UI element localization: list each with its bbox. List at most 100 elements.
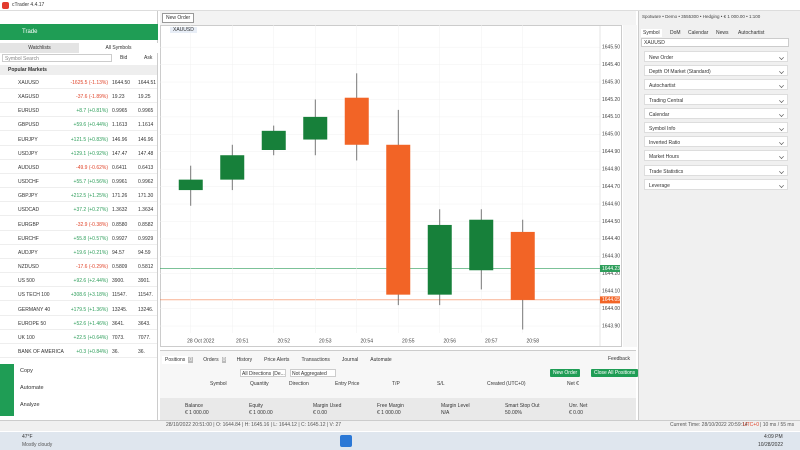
symbol-select[interactable]: XAUUSD [641, 38, 789, 47]
price-axis-label: 1645.00 [602, 132, 620, 138]
watchlist-row[interactable] [0, 118, 157, 132]
feedback-link[interactable]: Feedback [608, 356, 630, 362]
watchlist-row[interactable] [0, 203, 157, 217]
daily-change: +55.8 (+0.57%) [73, 235, 108, 242]
trade-title: Trade [22, 29, 38, 35]
watchlist-row[interactable] [0, 317, 157, 330]
bid-price: 13245. [112, 306, 128, 313]
watchlist-row[interactable] [0, 76, 157, 89]
panel-tab[interactable]: Orders [200, 356, 222, 364]
bid-price: 0.9965 [112, 108, 128, 115]
price-axis-label: 1645.30 [602, 79, 620, 85]
watchlist-row[interactable] [0, 345, 157, 359]
collapsible-section[interactable]: Market Hours [644, 150, 788, 162]
watchlist-tab[interactable]: All Symbols [79, 43, 158, 53]
watchlist-row[interactable] [0, 133, 157, 146]
price-tag-label: 1644.23 [602, 266, 620, 272]
tab-count: 0 [221, 357, 227, 363]
collapsible-section[interactable]: Calendar [644, 107, 788, 119]
title-bar [0, 0, 800, 11]
ohlc-readout: 28/10/2022 20:51:00 | O: 1644.84 | H: 16… [166, 422, 342, 428]
candle-body [386, 144, 411, 295]
panel-tab[interactable]: News [714, 29, 731, 37]
symbol-panel [638, 11, 800, 421]
panel-tab[interactable]: Positions [162, 356, 189, 364]
candle-body [178, 179, 203, 191]
chevron [779, 168, 784, 174]
watchlist-row[interactable] [0, 175, 157, 189]
ask-price: 0.6413 [138, 164, 154, 171]
watchlist-row[interactable] [0, 90, 157, 104]
chevron [779, 182, 784, 188]
menu-icons [0, 364, 14, 416]
symbol-name: EURGBP [18, 221, 40, 228]
collapsible-section[interactable]: New Order [644, 51, 788, 62]
close-all-button[interactable]: Close All Positions [591, 369, 639, 377]
collapsible-section[interactable]: Trading Central [644, 93, 788, 105]
filter-select[interactable]: All Directions (De... [240, 369, 286, 377]
collapsible-section[interactable]: Inverted Ratio [644, 136, 788, 148]
chevron [779, 83, 784, 89]
bid-price: 146.96 [112, 136, 128, 143]
daily-change: +92.6 (+2.44%) [73, 278, 108, 285]
nav-item[interactable]: Copy [20, 368, 33, 374]
watchlist-row[interactable] [0, 104, 157, 118]
ask-price: 3643. [138, 320, 151, 327]
symbol-name: GBPJPY [18, 193, 38, 200]
new-order-button[interactable]: New Order [550, 369, 581, 377]
panel-tab[interactable]: History [233, 356, 256, 364]
nav-item[interactable]: Analyze [20, 402, 40, 408]
watchlist-row[interactable] [0, 260, 157, 274]
ask-price: 0.9929 [138, 235, 154, 242]
watchlist-row[interactable] [0, 288, 157, 302]
collapsible-section[interactable]: Autochartist [644, 79, 788, 91]
bid-price: 1644.50 [112, 80, 131, 86]
panel-tab[interactable]: DoM [668, 29, 683, 37]
watchlist-row[interactable] [0, 331, 157, 344]
watchlist-row[interactable] [0, 147, 157, 160]
symbol-name: EUROPE 50 [18, 320, 47, 327]
new-order-button[interactable]: New Order [162, 13, 195, 23]
watchlist-tab[interactable]: Watchlists [0, 43, 79, 53]
watchlist-row[interactable] [0, 274, 157, 288]
panel-tab[interactable]: Journal [338, 356, 362, 364]
watchlist-row[interactable] [0, 161, 157, 174]
time-axis-label: 28 Oct 2022 [187, 338, 214, 344]
ask-price: 13246. [138, 306, 154, 313]
bid-price: 19.23 [112, 94, 125, 101]
panel-tab[interactable]: Symbol [641, 29, 662, 37]
panel-tab[interactable]: Transactions [298, 356, 333, 364]
summary-value: € 0.00 [313, 410, 327, 416]
chevron [779, 55, 784, 60]
collapsible-section[interactable]: Leverage [644, 178, 788, 190]
watchlist-row[interactable] [0, 189, 157, 203]
panel-tab[interactable]: Automate [367, 356, 395, 364]
watchlist-row[interactable] [0, 218, 157, 231]
start-button[interactable] [340, 435, 352, 447]
nav-item[interactable]: Automate [20, 385, 44, 391]
ask-header: Ask [144, 55, 153, 61]
collapsible-section[interactable]: Symbol Info [644, 122, 788, 133]
symbol-name: BANK OF AMERICA [18, 349, 64, 356]
time-axis-label: 20:53 [319, 338, 332, 344]
panel-tab[interactable]: Calendar [686, 29, 711, 37]
panel-tab[interactable]: Autochartist [736, 29, 767, 37]
price-axis-label: 1645.50 [602, 44, 620, 50]
summary-label: Free Margin [377, 403, 404, 409]
chart-symbol-tab[interactable]: XAUUSD [170, 27, 197, 33]
filter-select[interactable]: Not Aggregated [290, 369, 336, 377]
collapsible-section[interactable]: Trade Statistics [644, 164, 788, 176]
candle-body [220, 155, 245, 180]
watchlist-row[interactable] [0, 232, 157, 245]
panel-tab[interactable]: Price Alerts [261, 356, 293, 364]
column-header: Quantity [250, 381, 269, 387]
watchlist-row[interactable] [0, 303, 157, 316]
collapsible-section[interactable]: Depth Of Market (Standard) [644, 65, 788, 77]
column-header: Symbol [210, 381, 227, 387]
daily-change: +59.6 (+0.44%) [73, 122, 108, 129]
symbol-search[interactable]: Symbol Search [2, 54, 112, 62]
price-axis-label: 1644.30 [602, 254, 620, 260]
daily-change: -37.6 (-1.89%) [76, 94, 108, 101]
symbol-name: USDCAD [18, 207, 40, 214]
watchlist-row[interactable] [0, 246, 157, 259]
